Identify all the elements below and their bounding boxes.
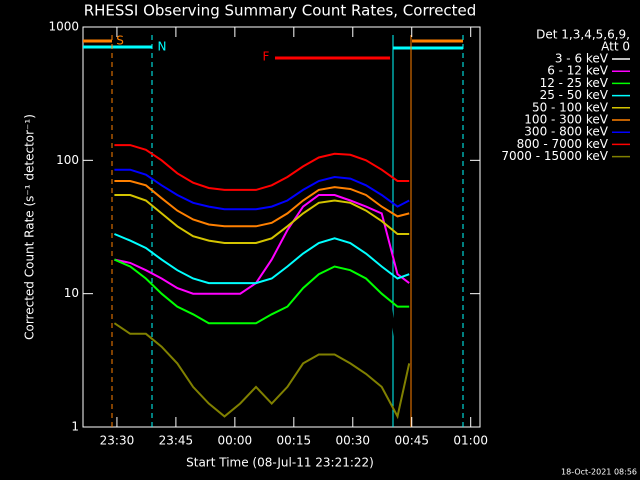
series-line — [114, 233, 410, 285]
legend-label: 300 - 800 keV — [524, 125, 608, 139]
legend-label: 100 - 300 keV — [524, 113, 608, 127]
x-tick-label: 00:15 — [277, 434, 312, 448]
series-line — [114, 194, 410, 295]
plot-frame — [82, 26, 481, 428]
annotation: F — [263, 50, 270, 64]
series-line — [114, 194, 410, 244]
annotation: S — [116, 34, 124, 48]
y-tick-label: 100 — [56, 153, 79, 167]
series-line — [114, 168, 410, 211]
x-tick-label: 23:30 — [100, 434, 135, 448]
footer: 18-Oct-2021 08:56 — [561, 468, 637, 477]
x-tick-label: 00:00 — [218, 434, 253, 448]
legend-label: 50 - 100 keV — [532, 100, 609, 114]
legend-label: 12 - 25 keV — [540, 76, 609, 90]
legend-label: 800 - 7000 keV — [517, 137, 609, 151]
x-tick-label: 00:45 — [394, 434, 429, 448]
legend-title: Det 1,3,4,5,6,9, — [536, 28, 630, 42]
x-tick-label: 23:45 — [159, 434, 194, 448]
legend-label: 6 - 12 keV — [547, 64, 609, 78]
y-tick-label: 1 — [71, 420, 79, 434]
series-line — [114, 180, 410, 228]
x-tick-label: 00:30 — [335, 434, 370, 448]
y-tick-label: 1000 — [48, 20, 79, 34]
series-line — [114, 144, 410, 191]
legend-title: Att 0 — [601, 40, 630, 54]
legend-label: 25 - 50 keV — [540, 88, 609, 102]
x-axis-label: Start Time (08-Jul-11 23:21:22) — [186, 456, 374, 470]
x-tick-label: 01:00 — [453, 434, 488, 448]
chart-title: RHESSI Observing Summary Count Rates, Co… — [84, 2, 477, 20]
y-axis-label: Corrected Count Rate (s⁻¹ detector⁻¹) — [23, 114, 37, 340]
y-tick-label: 10 — [64, 286, 79, 300]
legend-label: 7000 - 15000 keV — [501, 149, 608, 163]
annotation: N — [158, 40, 167, 54]
series-line — [113, 258, 410, 325]
legend-label: 3 - 6 keV — [555, 52, 609, 66]
series-line — [113, 322, 411, 420]
